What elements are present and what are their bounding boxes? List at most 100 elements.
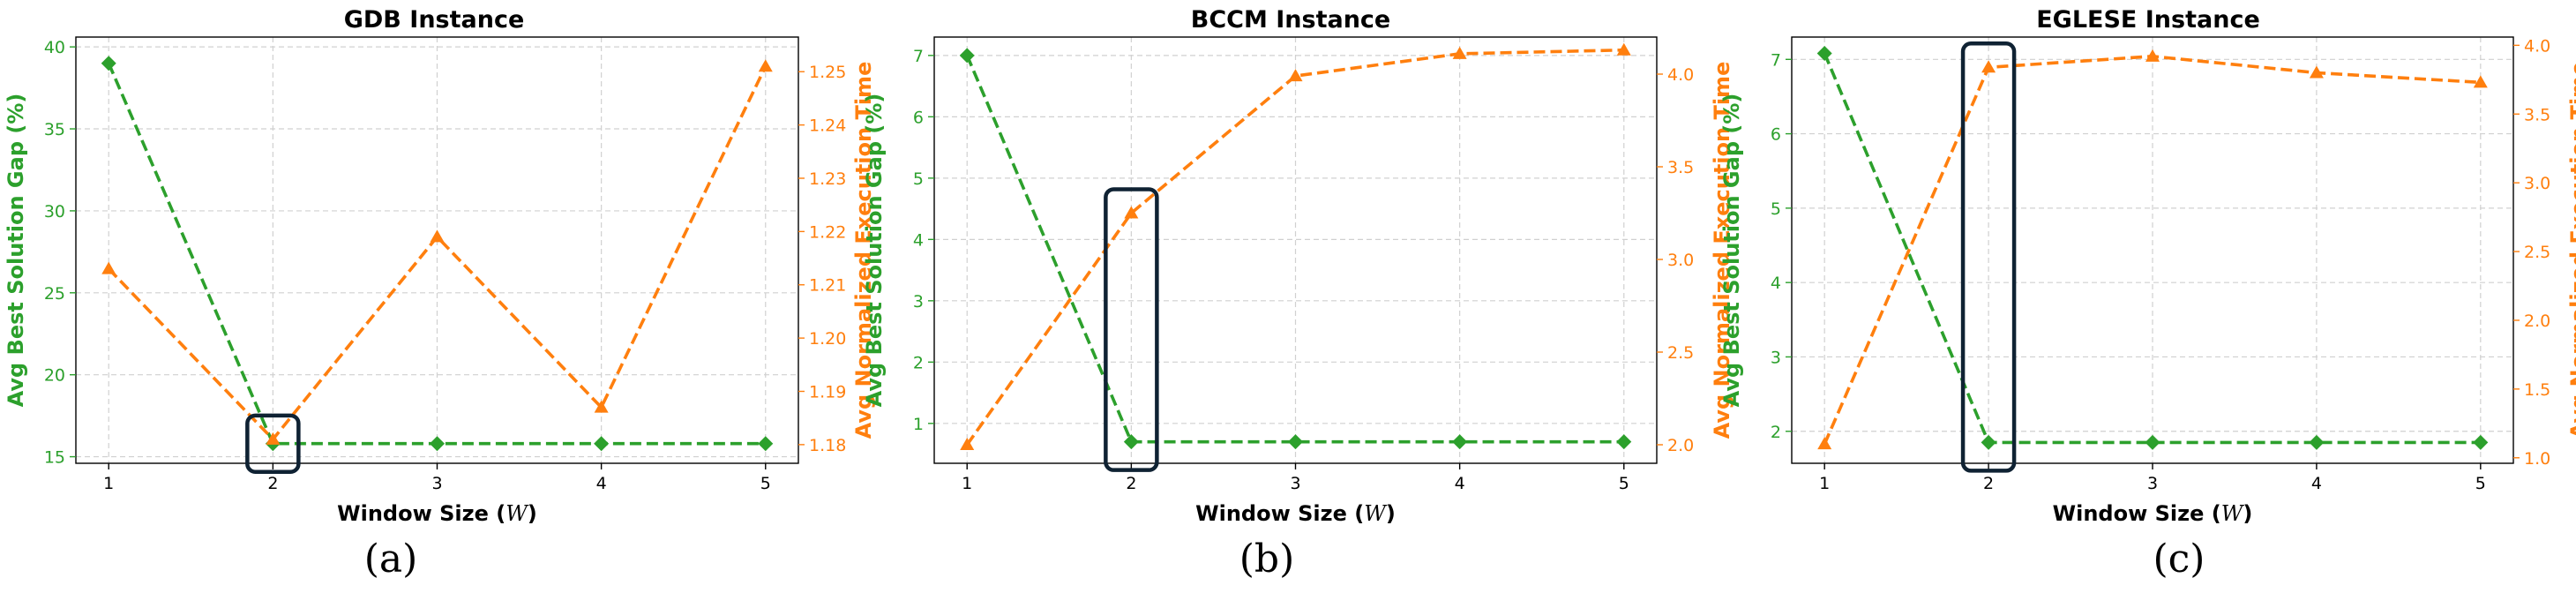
right-tick-label: 1.0 [2524, 449, 2550, 469]
right-tick-label: 4.0 [2524, 36, 2550, 56]
left-tick-label: 7 [913, 47, 924, 66]
gap-point-marker [1452, 434, 1468, 450]
gap-point-marker [2309, 434, 2325, 450]
chart-panel-3: EGLESE Instance 1 2 3 4 5 2 3 4 5 6 7 1.0 1.5 2.0 2.5 3.… [1719, 6, 2576, 582]
left-tick-label: 25 [44, 284, 65, 304]
time-point-marker [2473, 75, 2488, 88]
x-tick-label: 2 [1126, 474, 1136, 493]
gap-point-marker [1288, 434, 1303, 450]
left-tick-label: 4 [913, 230, 924, 250]
y-axis-label-left: Avg Best Solution Gap (%) [4, 94, 28, 408]
left-tick-label: 3 [913, 292, 924, 312]
right-tick-label: 1.23 [809, 169, 846, 189]
grid [934, 37, 1657, 463]
panel-label: (a) [364, 537, 418, 582]
x-tick-label: 4 [2311, 474, 2322, 493]
gap-point-marker [1816, 46, 1832, 62]
x-tick-label: 3 [2147, 474, 2158, 493]
right-tick-label: 1.24 [809, 116, 846, 136]
right-tick-label: 1.22 [809, 222, 846, 242]
time-point-marker [430, 229, 445, 243]
left-tick-label: 3 [1771, 348, 1781, 367]
right-tick-label: 3.0 [1667, 251, 1694, 270]
right-tick-label: 1.21 [809, 276, 846, 296]
x-tick-label: 4 [596, 474, 607, 493]
time-point-marker [1981, 60, 1996, 73]
gap-point-marker [1616, 434, 1632, 450]
x-tick-label: 2 [267, 474, 278, 493]
left-tick-label: 2 [913, 353, 924, 372]
right-tick-label: 1.5 [2524, 380, 2550, 400]
left-tick-label: 40 [44, 38, 65, 57]
gap-point-marker [101, 56, 116, 71]
x-tick-label: 1 [103, 474, 114, 493]
panel-label: (b) [1239, 537, 1295, 582]
grid [76, 37, 798, 463]
gap-point-marker [1981, 434, 1996, 450]
gap-point-marker [2145, 434, 2160, 450]
highlight-box [1104, 187, 1159, 472]
left-tick-label: 5 [1771, 199, 1781, 219]
chart-panel-1: GDB Instance 1 2 3 4 5 15 20 25 30 35 40 1.18 1.19 1.2… [4, 6, 876, 582]
time-point-marker [960, 438, 975, 450]
gap-series-line [1823, 52, 2481, 445]
chart-title: GDB Instance [344, 6, 525, 34]
y-axis-label-right: Avg Normalized Execution Time [1710, 62, 1734, 439]
y-axis-label-right: Avg Normalized Execution Time [2566, 62, 2576, 439]
x-axis-label: Window Size (W) [2053, 501, 2253, 526]
gap-point-marker [1123, 434, 1139, 450]
highlight-box [245, 413, 301, 474]
right-tick-label: 3.5 [2524, 105, 2550, 124]
right-tick-label: 2.0 [1667, 436, 1694, 455]
gap-point-marker [2473, 434, 2489, 450]
x-axis-label: Window Size (W) [1195, 501, 1396, 526]
y-axis-label-left: Avg Best Solution Gap (%) [1719, 94, 1744, 408]
time-point-marker [1616, 42, 1631, 56]
left-tick-label: 30 [44, 202, 65, 221]
left-tick-label: 20 [44, 366, 65, 386]
right-tick-label: 3.0 [2524, 174, 2550, 193]
gap-point-marker [594, 436, 610, 452]
highlight-box [1960, 41, 2017, 473]
y-axis-label-left: Avg Best Solution Gap (%) [862, 94, 887, 408]
right-tick-label: 4.0 [1667, 65, 1694, 85]
right-tick-label: 1.20 [809, 329, 846, 349]
right-tick-label: 3.5 [1667, 158, 1694, 177]
time-point-marker [594, 400, 609, 413]
left-tick-label: 1 [913, 415, 924, 434]
right-tick-label: 1.18 [809, 436, 846, 455]
x-tick-label: 5 [2475, 474, 2486, 493]
x-tick-label: 4 [1455, 474, 1465, 493]
x-tick-label: 3 [1290, 474, 1300, 493]
right-tick-label: 2.0 [2524, 312, 2550, 331]
gap-point-marker [758, 436, 774, 452]
right-tick-label: 1.19 [809, 382, 846, 402]
grid [1792, 37, 2513, 463]
x-tick-label: 3 [431, 474, 442, 493]
time-point-marker [266, 432, 281, 445]
x-tick-label: 1 [962, 474, 972, 493]
left-tick-label: 35 [44, 120, 65, 139]
left-tick-label: 4 [1771, 274, 1781, 293]
left-tick-label: 5 [913, 169, 924, 189]
right-tick-label: 2.5 [2524, 243, 2550, 262]
chart-panel-2: BCCM Instance 1 2 3 4 5 1 2 3 4 5 6 7 2.0 2.5 3.0 3.5 4.0… [862, 6, 1734, 582]
left-tick-label: 6 [1771, 125, 1781, 145]
left-tick-label: 2 [1771, 423, 1781, 442]
right-tick-label: 1.25 [809, 63, 846, 82]
time-point-marker [1452, 46, 1467, 59]
x-tick-label: 5 [760, 474, 771, 493]
x-tick-label: 2 [1983, 474, 1994, 493]
gap-point-marker [430, 436, 445, 452]
time-point-marker [1817, 437, 1832, 450]
time-point-marker [2145, 49, 2160, 62]
left-tick-label: 6 [913, 108, 924, 127]
x-tick-label: 1 [1819, 474, 1830, 493]
time-point-marker [1288, 69, 1303, 82]
chart-title: BCCM Instance [1191, 6, 1390, 34]
y-axis-label-right: Avg Normalized Execution Time [851, 62, 876, 439]
left-tick-label: 15 [44, 448, 65, 468]
chart-title: EGLESE Instance [2036, 6, 2260, 34]
gap-point-marker [959, 48, 975, 64]
